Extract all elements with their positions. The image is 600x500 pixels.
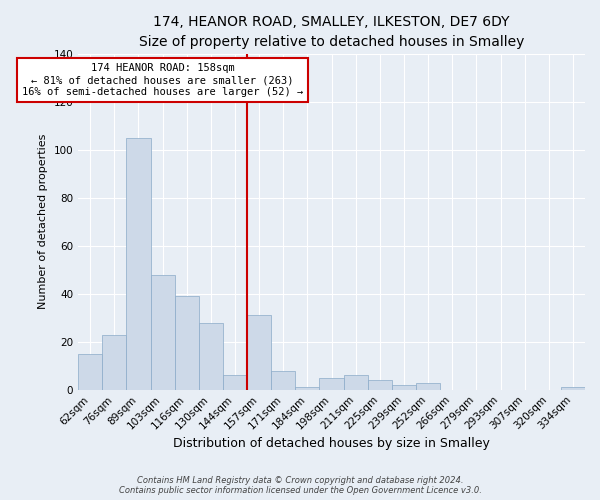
Bar bbox=[319, 378, 344, 390]
Bar bbox=[416, 382, 440, 390]
Bar bbox=[151, 274, 175, 390]
Y-axis label: Number of detached properties: Number of detached properties bbox=[38, 134, 48, 310]
Bar bbox=[295, 388, 319, 390]
Text: 174 HEANOR ROAD: 158sqm
← 81% of detached houses are smaller (263)
16% of semi-d: 174 HEANOR ROAD: 158sqm ← 81% of detache… bbox=[22, 64, 303, 96]
Bar bbox=[247, 316, 271, 390]
Bar bbox=[199, 322, 223, 390]
Bar bbox=[127, 138, 151, 390]
X-axis label: Distribution of detached houses by size in Smalley: Distribution of detached houses by size … bbox=[173, 437, 490, 450]
Bar bbox=[175, 296, 199, 390]
Bar bbox=[392, 385, 416, 390]
Bar bbox=[344, 376, 368, 390]
Text: Contains HM Land Registry data © Crown copyright and database right 2024.
Contai: Contains HM Land Registry data © Crown c… bbox=[119, 476, 481, 495]
Bar bbox=[102, 334, 127, 390]
Bar bbox=[78, 354, 102, 390]
Bar bbox=[368, 380, 392, 390]
Title: 174, HEANOR ROAD, SMALLEY, ILKESTON, DE7 6DY
Size of property relative to detach: 174, HEANOR ROAD, SMALLEY, ILKESTON, DE7… bbox=[139, 15, 524, 48]
Bar bbox=[223, 376, 247, 390]
Bar bbox=[271, 370, 295, 390]
Bar bbox=[561, 388, 585, 390]
